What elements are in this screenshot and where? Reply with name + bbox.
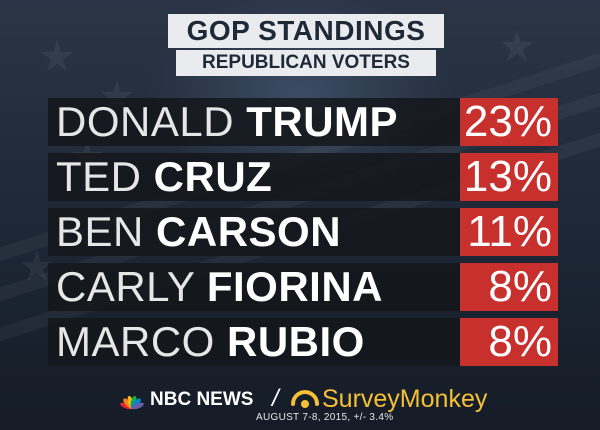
candidate-name: MARCO RUBIO xyxy=(56,318,365,366)
candidate-name-bar: BEN CARSON xyxy=(48,208,460,256)
candidate-row: CARLY FIORINA 8% xyxy=(48,263,558,311)
candidate-name: TED CRUZ xyxy=(56,153,272,201)
chart-title: GOP STANDINGS xyxy=(168,14,444,48)
candidate-name: DONALD TRUMP xyxy=(56,98,398,146)
peacock-feather xyxy=(131,402,144,410)
candidate-percent: 8% xyxy=(460,263,558,311)
candidate-row: MARCO RUBIO 8% xyxy=(48,318,558,366)
candidate-percent: 11% xyxy=(460,208,558,256)
candidate-name-bar: TED CRUZ xyxy=(48,153,460,201)
chart-subtitle: REPUBLICAN VOTERS xyxy=(176,50,436,76)
candidate-name: CARLY FIORINA xyxy=(56,263,383,311)
candidate-last-name: TRUMP xyxy=(246,98,399,145)
candidate-name-bar: MARCO RUBIO xyxy=(48,318,460,366)
candidate-row: DONALD TRUMP 23% xyxy=(48,98,558,146)
candidate-percent: 23% xyxy=(460,98,558,146)
nbc-peacock-icon xyxy=(120,395,144,410)
surveymonkey-label: SurveyMonkey xyxy=(322,385,488,413)
candidate-first-name: DONALD xyxy=(56,98,235,145)
candidate-percent: 13% xyxy=(460,153,558,201)
source-note: AUGUST 7-8, 2015, +/- 3.4% xyxy=(256,412,394,423)
candidate-row: BEN CARSON 11% xyxy=(48,208,558,256)
candidate-name-bar: CARLY FIORINA xyxy=(48,263,460,311)
candidate-last-name: FIORINA xyxy=(206,263,383,310)
nbc-news-label: NBC NEWS xyxy=(150,389,254,410)
surveymonkey-logo-icon xyxy=(291,389,319,408)
candidate-name: BEN CARSON xyxy=(56,208,341,256)
candidate-first-name: MARCO xyxy=(56,318,215,365)
candidate-name-bar: DONALD TRUMP xyxy=(48,98,460,146)
candidate-first-name: BEN xyxy=(56,208,144,255)
footer: NBC NEWS / SurveyMonkey AUGUST 7-8, 2015… xyxy=(0,376,600,430)
candidate-last-name: CRUZ xyxy=(153,153,273,200)
candidate-first-name: TED xyxy=(56,153,142,200)
candidate-first-name: CARLY xyxy=(56,263,195,310)
candidate-percent: 8% xyxy=(460,318,558,366)
candidate-last-name: CARSON xyxy=(156,208,342,255)
candidate-last-name: RUBIO xyxy=(227,318,365,365)
separator-slash: / xyxy=(272,385,279,412)
candidate-row: TED CRUZ 13% xyxy=(48,153,558,201)
